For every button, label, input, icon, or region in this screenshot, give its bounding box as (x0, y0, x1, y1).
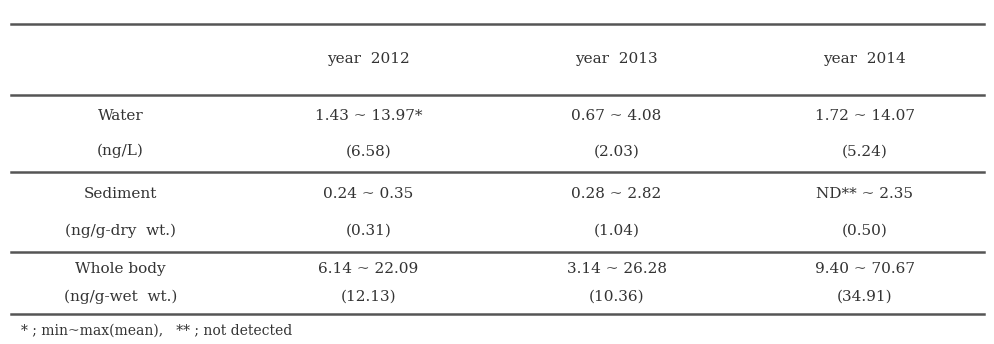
Text: (ng/L): (ng/L) (97, 144, 144, 159)
Text: 1.43 ~ 13.97*: 1.43 ~ 13.97* (314, 109, 421, 123)
Text: Sediment: Sediment (83, 187, 157, 201)
Text: * ; min~max(mean),   ** ; not detected: * ; min~max(mean), ** ; not detected (21, 324, 292, 338)
Text: 9.40 ~ 70.67: 9.40 ~ 70.67 (814, 262, 913, 276)
Text: (1.04): (1.04) (593, 224, 639, 238)
Text: 6.14 ~ 22.09: 6.14 ~ 22.09 (318, 262, 418, 276)
Text: (6.58): (6.58) (345, 144, 391, 158)
Text: (12.13): (12.13) (340, 290, 396, 304)
Text: 0.67 ~ 4.08: 0.67 ~ 4.08 (571, 109, 661, 123)
Text: 3.14 ~ 26.28: 3.14 ~ 26.28 (566, 262, 666, 276)
Text: ND** ~ 2.35: ND** ~ 2.35 (815, 187, 912, 201)
Text: (ng/g-dry  wt.): (ng/g-dry wt.) (65, 223, 176, 238)
Text: (2.03): (2.03) (593, 144, 639, 158)
Text: (34.91): (34.91) (836, 290, 892, 304)
Text: (10.36): (10.36) (588, 290, 644, 304)
Text: year  2013: year 2013 (575, 52, 657, 66)
Text: Water: Water (97, 109, 143, 123)
Text: year  2012: year 2012 (327, 52, 410, 66)
Text: year  2014: year 2014 (822, 52, 906, 66)
Text: 0.24 ~ 0.35: 0.24 ~ 0.35 (323, 187, 414, 201)
Text: (0.50): (0.50) (841, 224, 887, 238)
Text: (5.24): (5.24) (841, 144, 887, 158)
Text: (0.31): (0.31) (345, 224, 391, 238)
Text: (ng/g-wet  wt.): (ng/g-wet wt.) (64, 290, 177, 304)
Text: Whole body: Whole body (76, 262, 166, 276)
Text: 0.28 ~ 2.82: 0.28 ~ 2.82 (571, 187, 661, 201)
Text: 1.72 ~ 14.07: 1.72 ~ 14.07 (814, 109, 913, 123)
